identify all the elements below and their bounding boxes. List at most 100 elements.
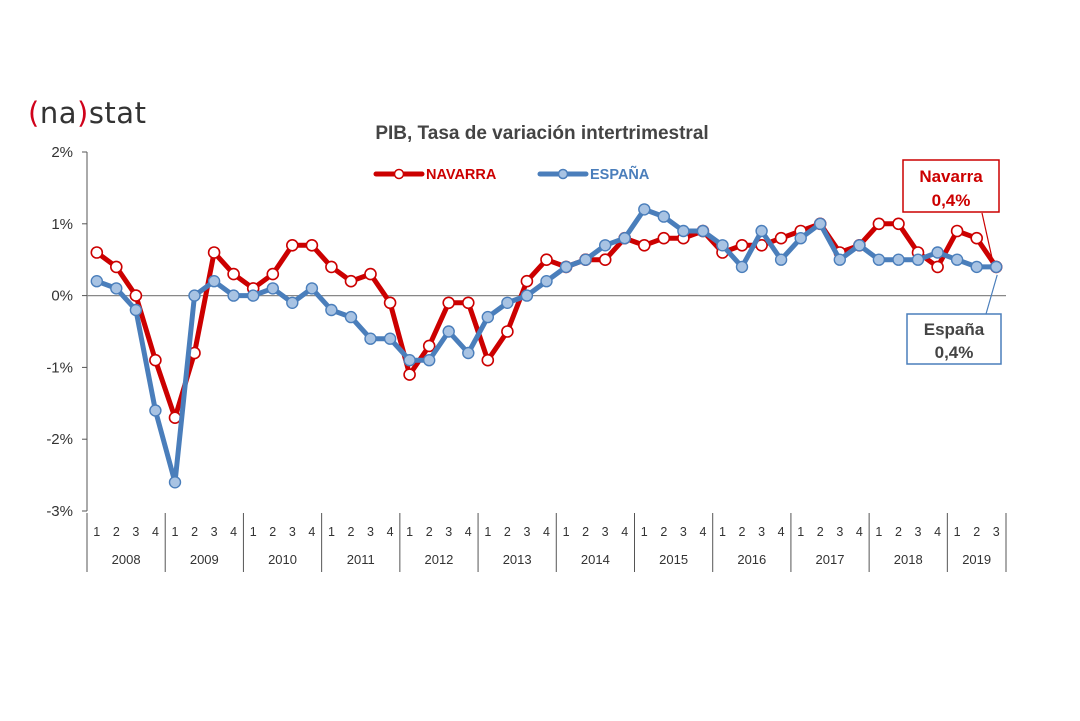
data-point bbox=[716, 239, 729, 252]
y-tick-label: -1% bbox=[46, 359, 73, 376]
logo-open-paren: ( bbox=[28, 96, 40, 130]
quarter-tick-label: 1 bbox=[484, 525, 491, 539]
legend-label: NAVARRA bbox=[426, 167, 497, 183]
data-point bbox=[344, 274, 358, 288]
data-point bbox=[657, 210, 670, 223]
data-point bbox=[305, 282, 319, 295]
data-point bbox=[285, 239, 299, 252]
quarter-tick-label: 4 bbox=[387, 525, 394, 539]
data-point bbox=[872, 217, 886, 231]
quarter-tick-label: 1 bbox=[875, 525, 882, 539]
quarter-tick-label: 2 bbox=[504, 525, 511, 539]
quarter-tick-label: 4 bbox=[230, 525, 237, 539]
data-point bbox=[892, 253, 905, 266]
quarter-tick-label: 3 bbox=[758, 525, 765, 539]
data-point bbox=[90, 246, 104, 259]
quarter-tick-label: 4 bbox=[465, 525, 472, 539]
data-point bbox=[618, 231, 631, 245]
data-point bbox=[559, 260, 573, 274]
callout-value: 0,4% bbox=[932, 191, 971, 210]
quarter-tick-label: 1 bbox=[719, 525, 726, 539]
quarter-tick-label: 1 bbox=[172, 525, 179, 539]
legend: NAVARRA ESPAÑA bbox=[373, 165, 650, 183]
callout-box bbox=[902, 159, 1000, 213]
data-point bbox=[344, 310, 358, 324]
data-point bbox=[637, 239, 651, 252]
data-point bbox=[227, 267, 240, 281]
quarter-tick-label: 4 bbox=[543, 525, 550, 539]
quarter-tick-label: 1 bbox=[250, 525, 257, 539]
data-point bbox=[931, 260, 944, 274]
quarter-tick-label: 3 bbox=[211, 525, 218, 539]
data-point bbox=[246, 289, 260, 302]
y-tick-label: 0% bbox=[51, 288, 73, 305]
legend-label: ESPAÑA bbox=[590, 165, 650, 183]
data-point bbox=[774, 253, 788, 266]
data-point bbox=[462, 346, 475, 360]
data-point bbox=[677, 224, 690, 238]
callout-leader bbox=[985, 274, 998, 315]
data-point bbox=[110, 282, 123, 295]
quarter-tick-label: 1 bbox=[93, 525, 100, 539]
logo-close-paren: ) bbox=[76, 96, 89, 130]
quarter-tick-label: 3 bbox=[289, 525, 296, 539]
data-point bbox=[931, 246, 944, 259]
series-line bbox=[94, 221, 999, 421]
nastat-logo: (na)stat bbox=[28, 96, 146, 130]
data-point bbox=[129, 289, 143, 302]
quarter-tick-label: 4 bbox=[308, 525, 315, 539]
data-point bbox=[735, 260, 749, 274]
data-point bbox=[892, 217, 905, 231]
quarter-tick-label: 2 bbox=[895, 525, 902, 539]
data-point bbox=[266, 267, 280, 281]
data-point bbox=[696, 224, 710, 238]
callout-leader bbox=[981, 212, 993, 260]
data-point bbox=[833, 253, 846, 266]
year-label: 2014 bbox=[581, 552, 610, 567]
data-point bbox=[950, 253, 964, 266]
quarter-tick-label: 4 bbox=[621, 525, 628, 539]
quarter-tick-label: 1 bbox=[563, 525, 570, 539]
quarter-tick-label: 1 bbox=[641, 525, 648, 539]
quarter-tick-label: 2 bbox=[973, 525, 980, 539]
year-label: 2013 bbox=[503, 552, 532, 567]
data-point bbox=[149, 404, 162, 417]
data-point bbox=[872, 253, 886, 266]
series-layer bbox=[90, 203, 1003, 489]
data-point bbox=[383, 296, 397, 310]
data-point bbox=[794, 231, 807, 245]
quarter-tick-label: 2 bbox=[817, 525, 824, 539]
quarter-tick-label: 2 bbox=[347, 525, 354, 539]
data-point bbox=[442, 325, 455, 338]
year-label: 2011 bbox=[347, 552, 375, 567]
quarter-tick-label: 2 bbox=[269, 525, 276, 539]
callout-box bbox=[906, 313, 1002, 365]
data-point bbox=[423, 354, 436, 367]
data-point bbox=[755, 224, 768, 238]
quarter-tick-label: 1 bbox=[328, 525, 335, 539]
year-label: 2010 bbox=[268, 552, 297, 567]
logo-suffix: stat bbox=[88, 96, 147, 130]
data-point bbox=[598, 253, 612, 267]
quarter-tick-label: 2 bbox=[582, 525, 589, 539]
quarter-tick-label: 4 bbox=[778, 525, 785, 539]
data-point bbox=[579, 253, 592, 266]
quarter-tick-label: 3 bbox=[367, 525, 374, 539]
y-tick-label: 1% bbox=[51, 216, 73, 233]
callout-title: Navarra bbox=[919, 167, 983, 186]
data-point bbox=[970, 231, 984, 245]
quarter-tick-label: 4 bbox=[152, 525, 159, 539]
data-point bbox=[403, 368, 416, 381]
quarter-tick-label: 2 bbox=[660, 525, 667, 539]
year-label: 2015 bbox=[659, 552, 688, 567]
quarter-tick-label: 4 bbox=[934, 525, 941, 539]
data-point bbox=[599, 239, 612, 252]
chart-title: PIB, Tasa de variación intertrimestral bbox=[375, 123, 708, 144]
data-point bbox=[305, 239, 319, 252]
data-point bbox=[520, 289, 534, 302]
data-point bbox=[540, 275, 553, 288]
data-point bbox=[364, 332, 377, 345]
year-label: 2016 bbox=[737, 552, 766, 567]
year-label: 2017 bbox=[816, 552, 845, 567]
